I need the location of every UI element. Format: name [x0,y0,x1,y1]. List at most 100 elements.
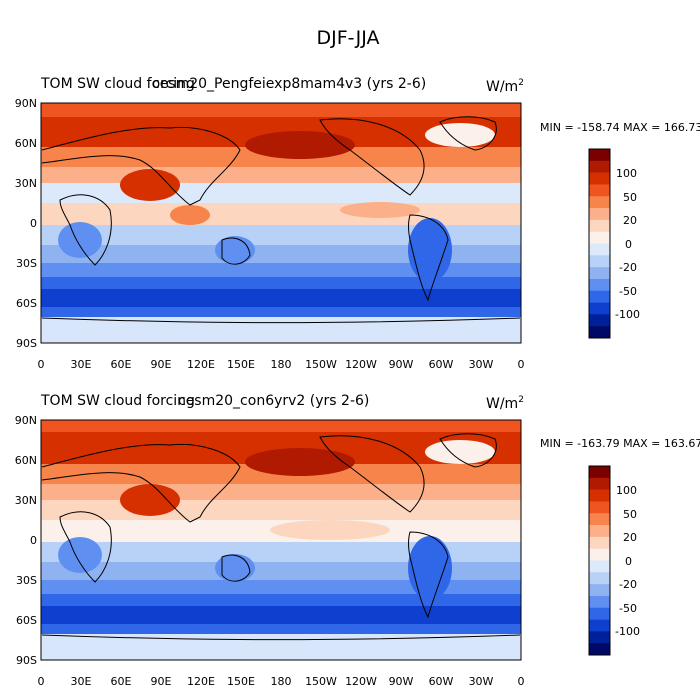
colorbar-swatch [589,267,610,280]
colorbar-swatch [589,149,610,162]
colorbar-swatch [589,290,610,303]
xtick-label: 150E [227,675,255,688]
colorbar-swatch [589,231,610,244]
panel-top-x-ticks: 0 30E 60E 90E 120E 150E 180 150W 120W 90… [38,358,525,371]
colorbar-label: 20 [623,531,637,544]
colorbar-label: 100 [616,484,637,497]
colorbar-label: 100 [616,167,637,180]
xtick-label: 30E [71,675,92,688]
panel-top-units: W/m2 [486,78,524,95]
xtick-label: 60W [429,675,454,688]
ytick-label: 90N [15,97,37,110]
xtick-label: 30E [71,358,92,371]
colorbar-label: -50 [619,602,637,615]
xtick-label: 60W [429,358,454,371]
ytick-label: 30N [15,494,37,507]
colorbar-swatch [589,208,610,221]
colorbar-swatch [589,160,610,173]
panel-bottom-colorbar [588,465,611,656]
xtick-label: 180 [271,358,292,371]
colorbar-swatch [589,572,610,585]
xtick-label: 30W [469,358,494,371]
ytick-label: 0 [30,217,37,230]
colorbar-label: 0 [625,555,632,568]
ytick-label: 90N [15,414,37,427]
figure-title: DJF-JJA [317,27,380,49]
panel-top-map [41,103,521,343]
colorbar-swatch [589,302,610,315]
xtick-label: 60E [111,675,132,688]
panel-bottom-y-ticks: 90N 60N 30N 0 30S 60S 90S [15,414,37,667]
xtick-label: 90W [389,675,414,688]
colorbar-swatch [589,560,610,573]
colorbar-swatch [589,513,610,526]
xtick-label: 120E [187,358,215,371]
ytick-label: 60N [15,137,37,150]
colorbar-swatch [589,184,610,197]
panel-bottom: TOM SW cloud forcing cesm20_con6yrv2 (yr… [15,393,700,688]
panel-top-colorbar [588,148,611,339]
colorbar-swatch [589,489,610,502]
panel-top-colorbar-labels: 100 50 20 0 -20 -50 -100 [615,167,640,321]
ytick-label: 0 [30,534,37,547]
xtick-label: 0 [38,675,45,688]
colorbar-swatch [589,619,610,632]
xtick-label: 90E [151,675,172,688]
xtick-label: 150W [305,358,337,371]
colorbar-swatch [589,548,610,561]
colorbar-swatch [589,255,610,268]
ytick-label: 30S [16,574,37,587]
colorbar-label: 0 [625,238,632,251]
xtick-label: 90E [151,358,172,371]
colorbar-swatch [589,196,610,209]
panel-top-frame [40,102,522,344]
xtick-label: 60E [111,358,132,371]
colorbar-swatch [589,501,610,514]
colorbar-swatch [589,243,610,256]
colorbar-swatch [589,326,610,339]
ytick-label: 60S [16,297,37,310]
colorbar-swatch [589,278,610,292]
colorbar-label: 50 [623,191,637,204]
ytick-label: 60N [15,454,37,467]
xtick-label: 0 [518,675,525,688]
colorbar-label: -20 [619,261,637,274]
colorbar-swatch [589,466,610,479]
xtick-label: 90W [389,358,414,371]
colorbar-swatch [589,643,610,656]
colorbar-label: -100 [615,308,640,321]
panel-top-left-title: TOM SW cloud forcing [40,76,195,92]
colorbar-swatch [589,595,610,609]
colorbar-swatch [589,525,610,538]
panel-bottom-stats: MIN = -163.79 MAX = 163.67 [540,437,700,450]
xtick-label: 150E [227,358,255,371]
ytick-label: 90S [16,337,37,350]
ytick-label: 60S [16,614,37,627]
ytick-label: 90S [16,654,37,667]
panel-top-stats: MIN = -158.74 MAX = 166.73 [540,121,700,134]
panel-top: TOM SW cloud forcing cesm20_Pengfeiexp8m… [15,76,700,371]
panel-top-center-title: cesm20_Pengfeiexp8mam4v3 (yrs 2-6) [152,76,426,92]
panel-bottom-frame [40,419,522,661]
colorbar-swatch [589,584,610,597]
xtick-label: 150W [305,675,337,688]
xtick-label: 180 [271,675,292,688]
colorbar-swatch [589,477,610,490]
ytick-label: 30N [15,177,37,190]
colorbar-swatch [589,219,610,232]
colorbar-label: -20 [619,578,637,591]
ytick-label: 30S [16,257,37,270]
xtick-label: 0 [38,358,45,371]
colorbar-label: 50 [623,508,637,521]
colorbar-label: -100 [615,625,640,638]
colorbar-swatch [589,172,610,185]
panel-bottom-center-title: cesm20_con6yrv2 (yrs 2-6) [178,393,369,409]
colorbar-label: 20 [623,214,637,227]
panel-bottom-colorbar-labels: 100 50 20 0 -20 -50 -100 [615,484,640,638]
panel-top-y-ticks: 90N 60N 30N 0 30S 60S 90S [15,97,37,350]
xtick-label: 30W [469,675,494,688]
panel-bottom-map [41,420,521,660]
xtick-label: 120W [345,675,377,688]
colorbar-swatch [589,631,610,644]
colorbar-swatch [589,314,610,327]
